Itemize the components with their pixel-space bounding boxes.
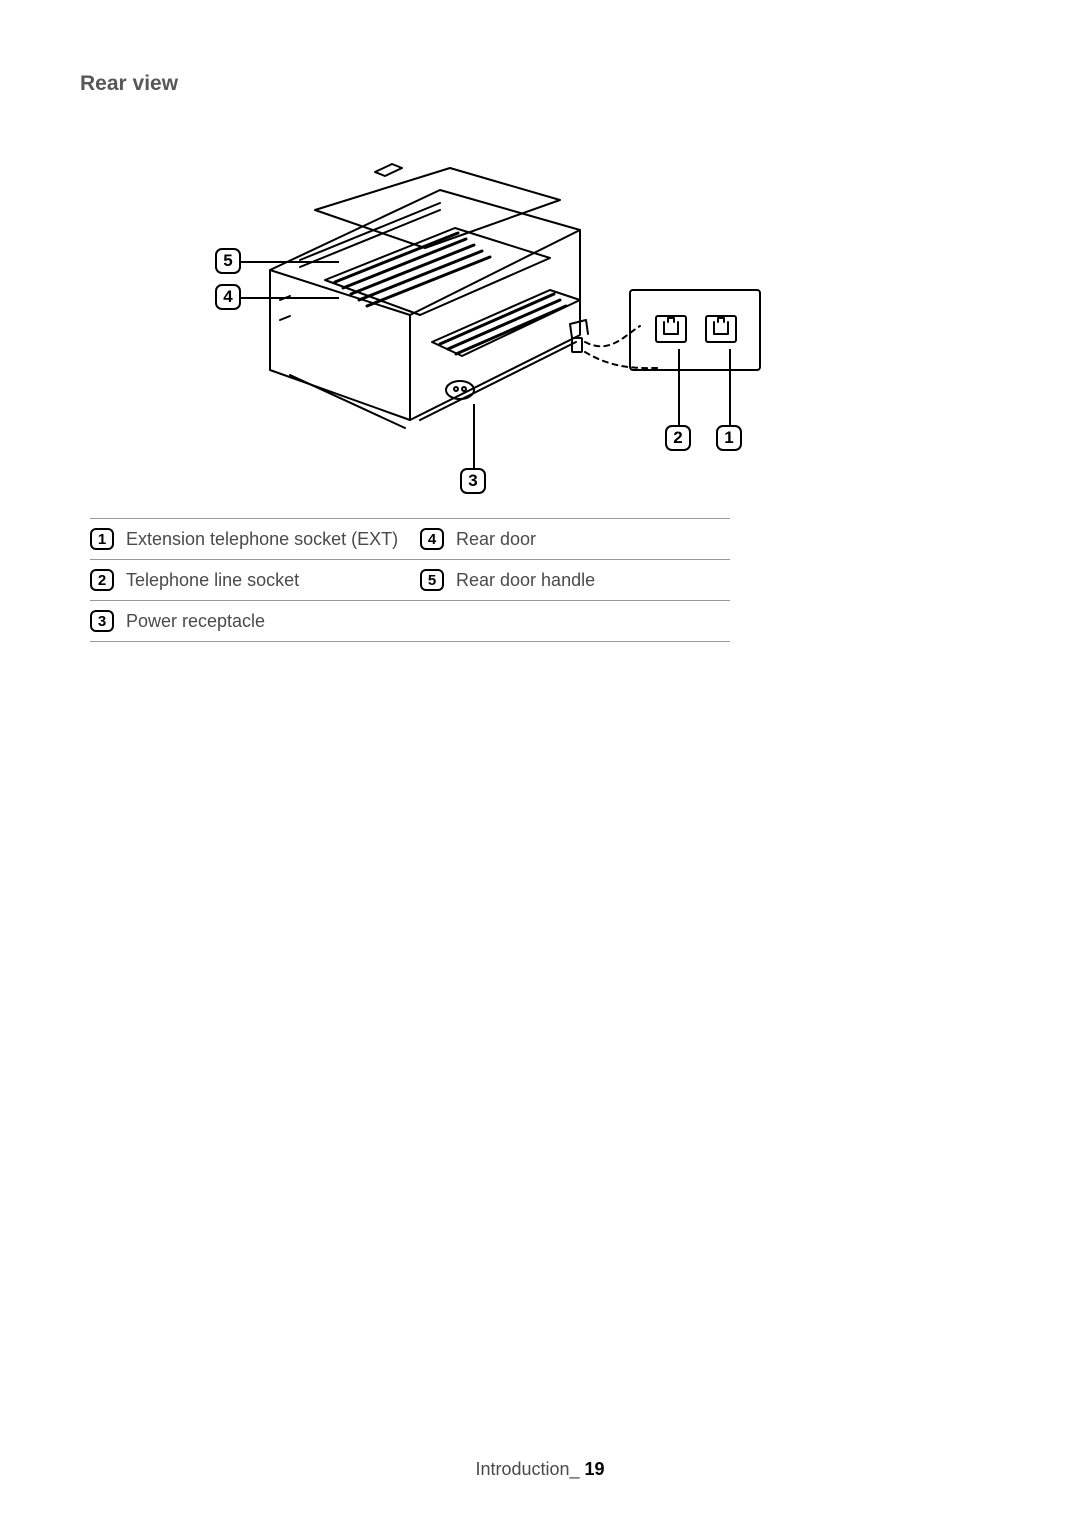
callout-4-num: 4 xyxy=(223,287,232,307)
rear-view-diagram: 5 4 3 2 1 xyxy=(140,120,780,500)
footer-separator: _ xyxy=(570,1459,580,1479)
legend-row: 2 Telephone line socket 5 Rear door hand… xyxy=(90,560,730,601)
legend-label: Telephone line socket xyxy=(126,570,299,591)
document-page: Rear view xyxy=(0,0,1080,1526)
legend-cell: 3 Power receptacle xyxy=(90,610,420,632)
legend-row: 1 Extension telephone socket (EXT) 4 Rea… xyxy=(90,519,730,560)
legend-cell: 5 Rear door handle xyxy=(420,569,730,591)
callout-1: 1 xyxy=(716,425,742,451)
callout-1-num: 1 xyxy=(724,428,733,448)
legend-num-box: 4 xyxy=(420,528,444,550)
legend-num-box: 3 xyxy=(90,610,114,632)
page-footer: Introduction_ 19 xyxy=(0,1459,1080,1480)
legend-cell: 1 Extension telephone socket (EXT) xyxy=(90,528,420,550)
legend-cell: 4 Rear door xyxy=(420,528,730,550)
callout-lead xyxy=(729,349,731,425)
legend-num-box: 1 xyxy=(90,528,114,550)
legend-row: 3 Power receptacle xyxy=(90,601,730,642)
callout-5-num: 5 xyxy=(223,251,232,271)
section-title: Rear view xyxy=(80,72,1000,96)
callout-2-num: 2 xyxy=(673,428,682,448)
callout-lead xyxy=(241,261,339,263)
callout-lead xyxy=(678,349,680,425)
legend-label: Extension telephone socket (EXT) xyxy=(126,529,398,550)
footer-page-number: 19 xyxy=(585,1459,605,1479)
footer-section: Introduction xyxy=(475,1459,569,1479)
callout-2: 2 xyxy=(665,425,691,451)
callout-5: 5 xyxy=(215,248,241,274)
legend-table: 1 Extension telephone socket (EXT) 4 Rea… xyxy=(90,518,730,642)
callout-3-num: 3 xyxy=(468,471,477,491)
callout-3: 3 xyxy=(460,468,486,494)
legend-label: Rear door handle xyxy=(456,570,595,591)
legend-label: Rear door xyxy=(456,529,536,550)
callout-lead xyxy=(473,404,475,468)
legend-num-box: 2 xyxy=(90,569,114,591)
legend-cell: 2 Telephone line socket xyxy=(90,569,420,591)
legend-num-box: 5 xyxy=(420,569,444,591)
callout-lead xyxy=(241,297,339,299)
callout-4: 4 xyxy=(215,284,241,310)
legend-label: Power receptacle xyxy=(126,611,265,632)
